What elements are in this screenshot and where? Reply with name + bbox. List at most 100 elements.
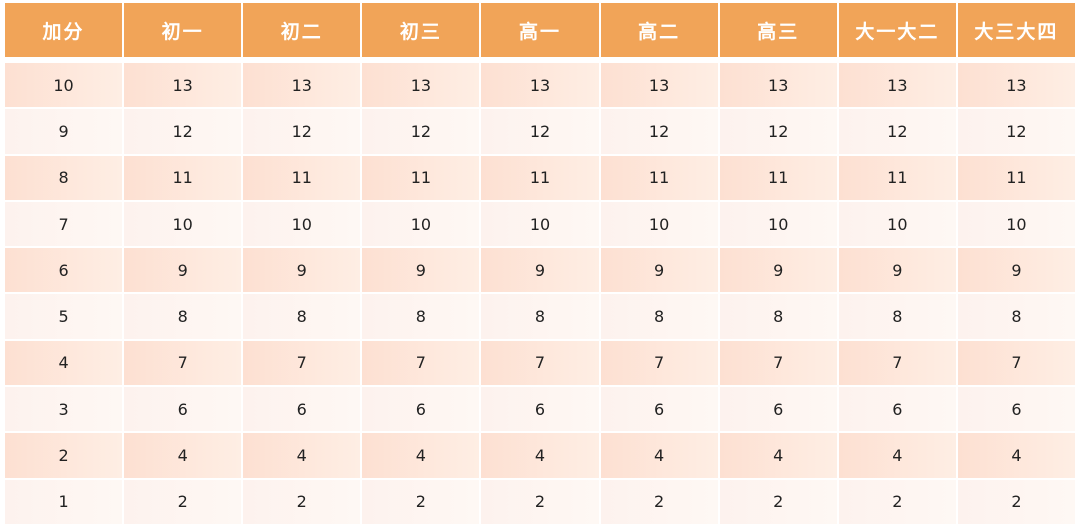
score-cell: 2 xyxy=(838,479,956,526)
score-cell: 4 xyxy=(838,433,956,480)
score-cell: 6 xyxy=(124,387,242,434)
score-cell: 6 xyxy=(838,387,956,434)
score-cell: 4 xyxy=(957,433,1075,480)
score-cell: 9 xyxy=(957,248,1075,295)
score-cell: 11 xyxy=(124,155,242,202)
score-cell: 10 xyxy=(243,201,361,249)
score-cell: 12 xyxy=(124,109,242,156)
table-row: 10 13 13 13 13 13 13 13 13 xyxy=(5,63,1075,110)
score-cell: 13 xyxy=(719,63,837,110)
score-cell: 10 xyxy=(600,201,718,249)
table-row: 7 10 10 10 10 10 10 10 10 xyxy=(5,201,1075,249)
score-cell: 6 xyxy=(362,387,480,434)
column-header: 大一大二 xyxy=(838,3,956,57)
score-cell: 10 xyxy=(362,201,480,249)
score-cell: 12 xyxy=(838,109,956,156)
score-cell: 7 xyxy=(957,340,1075,388)
score-cell: 10 xyxy=(838,201,956,249)
score-cell: 4 xyxy=(600,433,718,480)
score-cell: 2 xyxy=(481,479,599,526)
score-cell: 4 xyxy=(362,433,480,480)
score-cell: 9 xyxy=(838,248,956,295)
score-cell: 2 xyxy=(124,479,242,526)
score-cell: 11 xyxy=(243,155,361,202)
score-cell: 6 xyxy=(481,387,599,434)
column-header: 高一 xyxy=(481,3,599,57)
score-cell: 6 xyxy=(719,387,837,434)
score-cell: 9 xyxy=(243,248,361,295)
score-cell: 8 xyxy=(600,294,718,341)
score-cell: 7 xyxy=(600,340,718,388)
score-cell: 13 xyxy=(600,63,718,110)
score-cell: 9 xyxy=(481,248,599,295)
table-body: 10 13 13 13 13 13 13 13 13 9 12 12 12 12 12 12 12 12 8 11 11… xyxy=(5,57,1075,526)
score-cell: 13 xyxy=(124,63,242,110)
bonus-cell: 1 xyxy=(5,479,123,526)
score-cell: 10 xyxy=(957,201,1075,249)
score-cell: 2 xyxy=(243,479,361,526)
score-cell: 2 xyxy=(719,479,837,526)
score-cell: 12 xyxy=(719,109,837,156)
score-cell: 2 xyxy=(362,479,480,526)
score-cell: 12 xyxy=(362,109,480,156)
score-cell: 7 xyxy=(243,340,361,388)
score-cell: 10 xyxy=(481,201,599,249)
score-cell: 9 xyxy=(600,248,718,295)
score-cell: 8 xyxy=(838,294,956,341)
score-cell: 7 xyxy=(719,340,837,388)
score-cell: 6 xyxy=(600,387,718,434)
score-cell: 12 xyxy=(243,109,361,156)
score-cell: 11 xyxy=(957,155,1075,202)
score-cell: 11 xyxy=(719,155,837,202)
score-cell: 6 xyxy=(957,387,1075,434)
column-header: 初一 xyxy=(124,3,242,57)
bonus-cell: 8 xyxy=(5,155,123,202)
bonus-cell: 7 xyxy=(5,201,123,249)
score-cell: 8 xyxy=(124,294,242,341)
bonus-cell: 2 xyxy=(5,433,123,480)
bonus-cell: 9 xyxy=(5,109,123,156)
column-header: 大三大四 xyxy=(957,3,1075,57)
score-cell: 6 xyxy=(243,387,361,434)
score-cell: 7 xyxy=(838,340,956,388)
score-cell: 8 xyxy=(719,294,837,341)
bonus-cell: 5 xyxy=(5,294,123,341)
score-cell: 9 xyxy=(362,248,480,295)
score-cell: 13 xyxy=(362,63,480,110)
score-cell: 11 xyxy=(481,155,599,202)
bonus-cell: 4 xyxy=(5,340,123,388)
score-cell: 7 xyxy=(481,340,599,388)
score-cell: 4 xyxy=(481,433,599,480)
column-header: 高二 xyxy=(600,3,718,57)
score-cell: 11 xyxy=(600,155,718,202)
score-cell: 4 xyxy=(124,433,242,480)
score-cell: 13 xyxy=(838,63,956,110)
score-cell: 10 xyxy=(124,201,242,249)
bonus-cell: 10 xyxy=(5,63,123,110)
score-cell: 4 xyxy=(719,433,837,480)
column-header: 初二 xyxy=(243,3,361,57)
score-cell: 12 xyxy=(600,109,718,156)
score-cell: 7 xyxy=(362,340,480,388)
column-header: 加分 xyxy=(5,3,123,57)
column-header: 高三 xyxy=(719,3,837,57)
score-cell: 13 xyxy=(957,63,1075,110)
score-cell: 10 xyxy=(719,201,837,249)
score-cell: 4 xyxy=(243,433,361,480)
score-cell: 12 xyxy=(481,109,599,156)
score-cell: 11 xyxy=(362,155,480,202)
column-header: 初三 xyxy=(362,3,480,57)
score-cell: 2 xyxy=(957,479,1075,526)
score-cell: 8 xyxy=(481,294,599,341)
score-cell: 9 xyxy=(124,248,242,295)
score-cell: 13 xyxy=(243,63,361,110)
score-cell: 11 xyxy=(838,155,956,202)
score-cell: 8 xyxy=(957,294,1075,341)
table-row: 9 12 12 12 12 12 12 12 12 xyxy=(5,109,1075,156)
